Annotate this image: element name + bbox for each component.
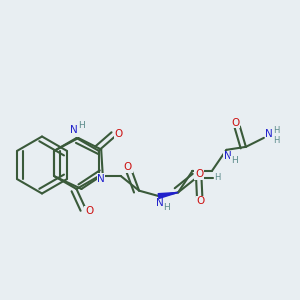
Text: O: O xyxy=(115,129,123,139)
Text: H: H xyxy=(214,172,220,182)
Text: N: N xyxy=(70,125,78,136)
Text: H: H xyxy=(79,122,85,130)
Text: H: H xyxy=(273,136,280,145)
Text: N: N xyxy=(224,152,232,161)
Text: N: N xyxy=(97,174,105,184)
Text: O: O xyxy=(85,206,93,217)
Text: N: N xyxy=(156,198,164,208)
Text: N: N xyxy=(266,129,273,139)
Text: H: H xyxy=(164,203,170,212)
Text: O: O xyxy=(195,169,203,179)
Polygon shape xyxy=(158,193,178,198)
Text: O: O xyxy=(124,162,132,172)
Text: O: O xyxy=(232,118,240,128)
Text: H: H xyxy=(231,156,238,165)
Text: O: O xyxy=(196,196,204,206)
Text: H: H xyxy=(273,126,279,135)
